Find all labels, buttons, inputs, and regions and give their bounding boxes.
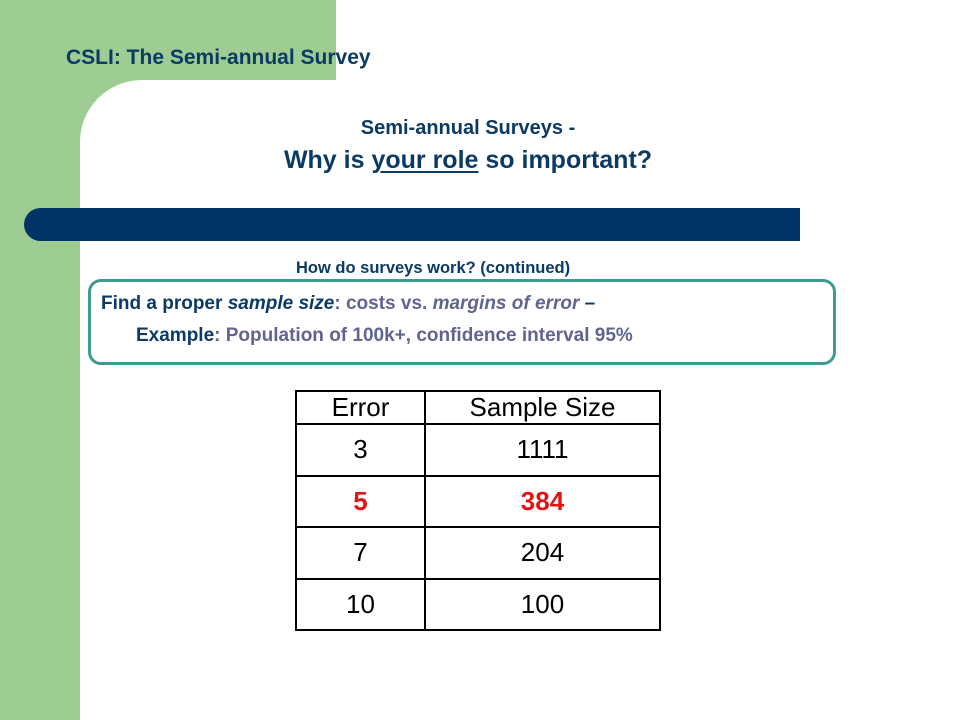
callout-term-sample-size: sample size — [227, 293, 335, 314]
heading-text-after: so important? — [478, 146, 653, 174]
cell-sample-size: 204 — [424, 526, 661, 580]
table-row: 7 204 — [295, 526, 661, 580]
callout-example-text: : Population of 100k+, confidence interv… — [214, 325, 633, 346]
table-row: 10 100 — [295, 577, 661, 631]
callout-example-label: Example — [136, 325, 215, 346]
cell-sample-size: 1111 — [424, 423, 661, 477]
heading-line1: Semi-annual Surveys - — [360, 117, 576, 139]
callout-box: Find a proper sample size: costs vs. mar… — [88, 279, 836, 365]
callout-term-margins-of-error: margins of error — [432, 293, 580, 314]
header-sample-size: Sample Size — [424, 390, 661, 425]
heading-line2: Why is your role so important? — [0, 144, 936, 176]
divider-bar — [64, 208, 800, 241]
cell-sample-size: 100 — [424, 577, 661, 631]
callout-line1: Find a proper sample size: costs vs. mar… — [101, 293, 595, 315]
table-row-highlighted: 5 384 — [295, 474, 661, 528]
sample-size-table: Error Sample Size 3 1111 5 384 7 204 10 … — [295, 390, 661, 631]
cell-error: 7 — [295, 526, 426, 580]
cell-error: 5 — [295, 474, 426, 528]
table-header-row: Error Sample Size — [295, 390, 661, 425]
slide-heading: Semi-annual Surveys - Why is your role s… — [0, 112, 936, 176]
callout-text-purple: : costs vs. — [334, 293, 433, 314]
cell-error: 10 — [295, 577, 426, 631]
callout-text: Find a proper — [101, 293, 228, 314]
cell-error: 3 — [295, 423, 426, 477]
section-subheading: How do surveys work? (continued) — [296, 259, 571, 277]
table-row: 3 1111 — [295, 423, 661, 477]
callout-dash: – — [579, 293, 596, 314]
cell-sample-size: 384 — [424, 474, 661, 528]
header-error: Error — [295, 390, 426, 425]
heading-text-before: Why is — [283, 146, 372, 174]
deck-title: CSLI: The Semi-annual Survey — [66, 46, 371, 69]
callout-line2: Example: Population of 100k+, confidence… — [136, 325, 633, 347]
heading-underlined-text: your role — [371, 146, 479, 174]
